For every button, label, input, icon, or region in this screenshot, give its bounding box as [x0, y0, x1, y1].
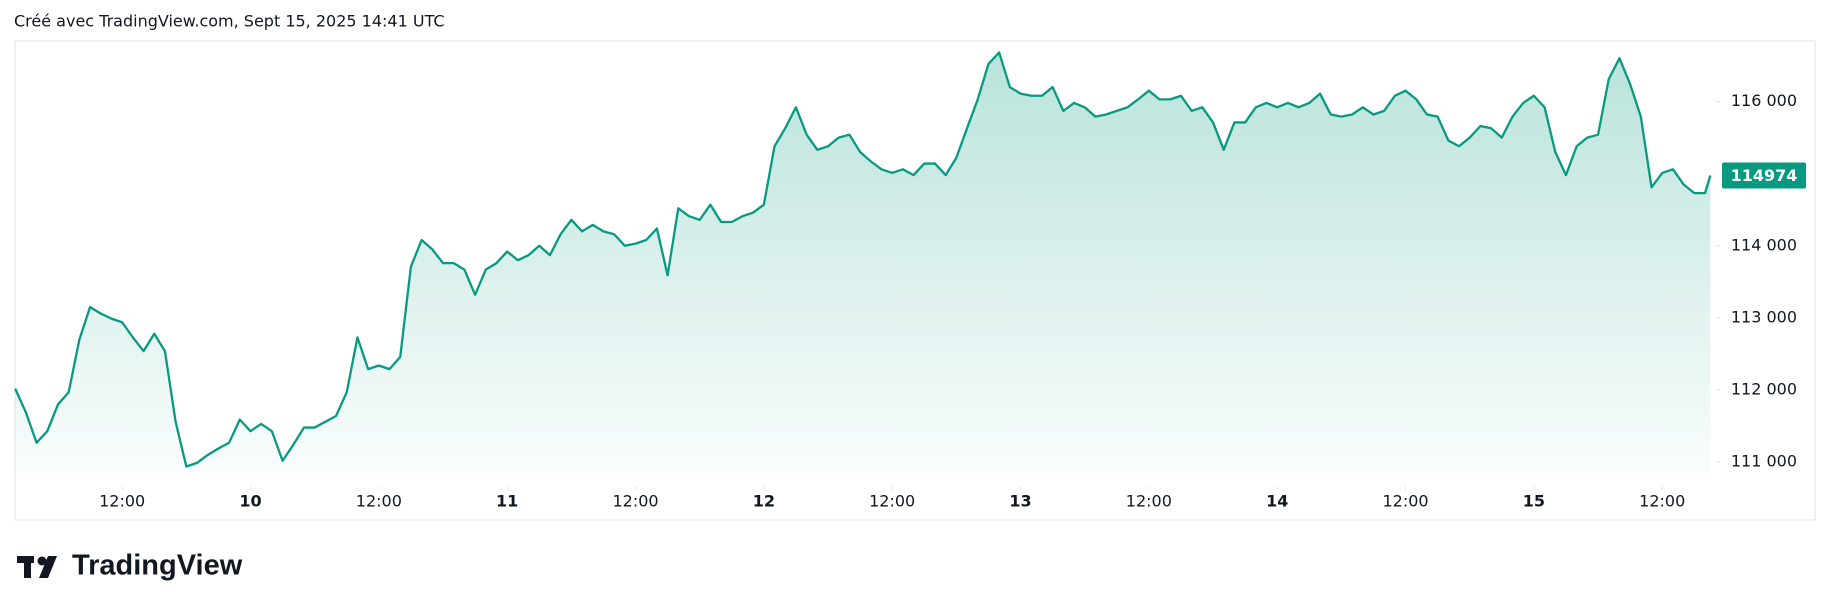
x-tick-label: 10	[239, 492, 261, 511]
logo-slash	[39, 556, 57, 578]
x-tick-label: 12:00	[1639, 492, 1685, 511]
brand-name: TradingView	[72, 550, 243, 582]
logo-stem	[24, 556, 31, 578]
x-tick-label: 12:00	[356, 492, 402, 511]
x-tick-label: 12:00	[612, 492, 658, 511]
last-price-label: 114974	[1731, 166, 1798, 185]
area-fill	[15, 52, 1711, 474]
brand-logo	[17, 556, 57, 578]
chart-frame	[14, 40, 1816, 521]
x-tick-label: 12	[753, 492, 775, 511]
x-tick-label: 12:00	[99, 492, 145, 511]
y-tick-label: 113 000	[1731, 307, 1797, 326]
y-tick-label: 111 000	[1731, 452, 1797, 471]
y-tick-label: 114 000	[1731, 235, 1797, 254]
y-tick-label: 112 000	[1731, 380, 1797, 399]
x-tick-label: 13	[1009, 492, 1031, 511]
x-tick-label: 12:00	[869, 492, 915, 511]
last-price-badge	[1722, 162, 1806, 189]
y-tick-label: 116 000	[1731, 91, 1797, 110]
x-tick-label: 12:00	[1382, 492, 1428, 511]
logo-dot	[37, 556, 47, 566]
x-tick-label: 15	[1523, 492, 1545, 511]
header-text: Créé avec TradingView.com, Sept 15, 2025…	[14, 12, 445, 31]
x-tick-label: 12:00	[1126, 492, 1172, 511]
x-tick-label: 14	[1266, 492, 1288, 511]
price-line	[14, 51, 1712, 468]
plot-area: 111 000 112 000 113 000 114 000 116 000 12:00…	[14, 51, 1806, 511]
x-tick-label: 11	[496, 492, 518, 511]
